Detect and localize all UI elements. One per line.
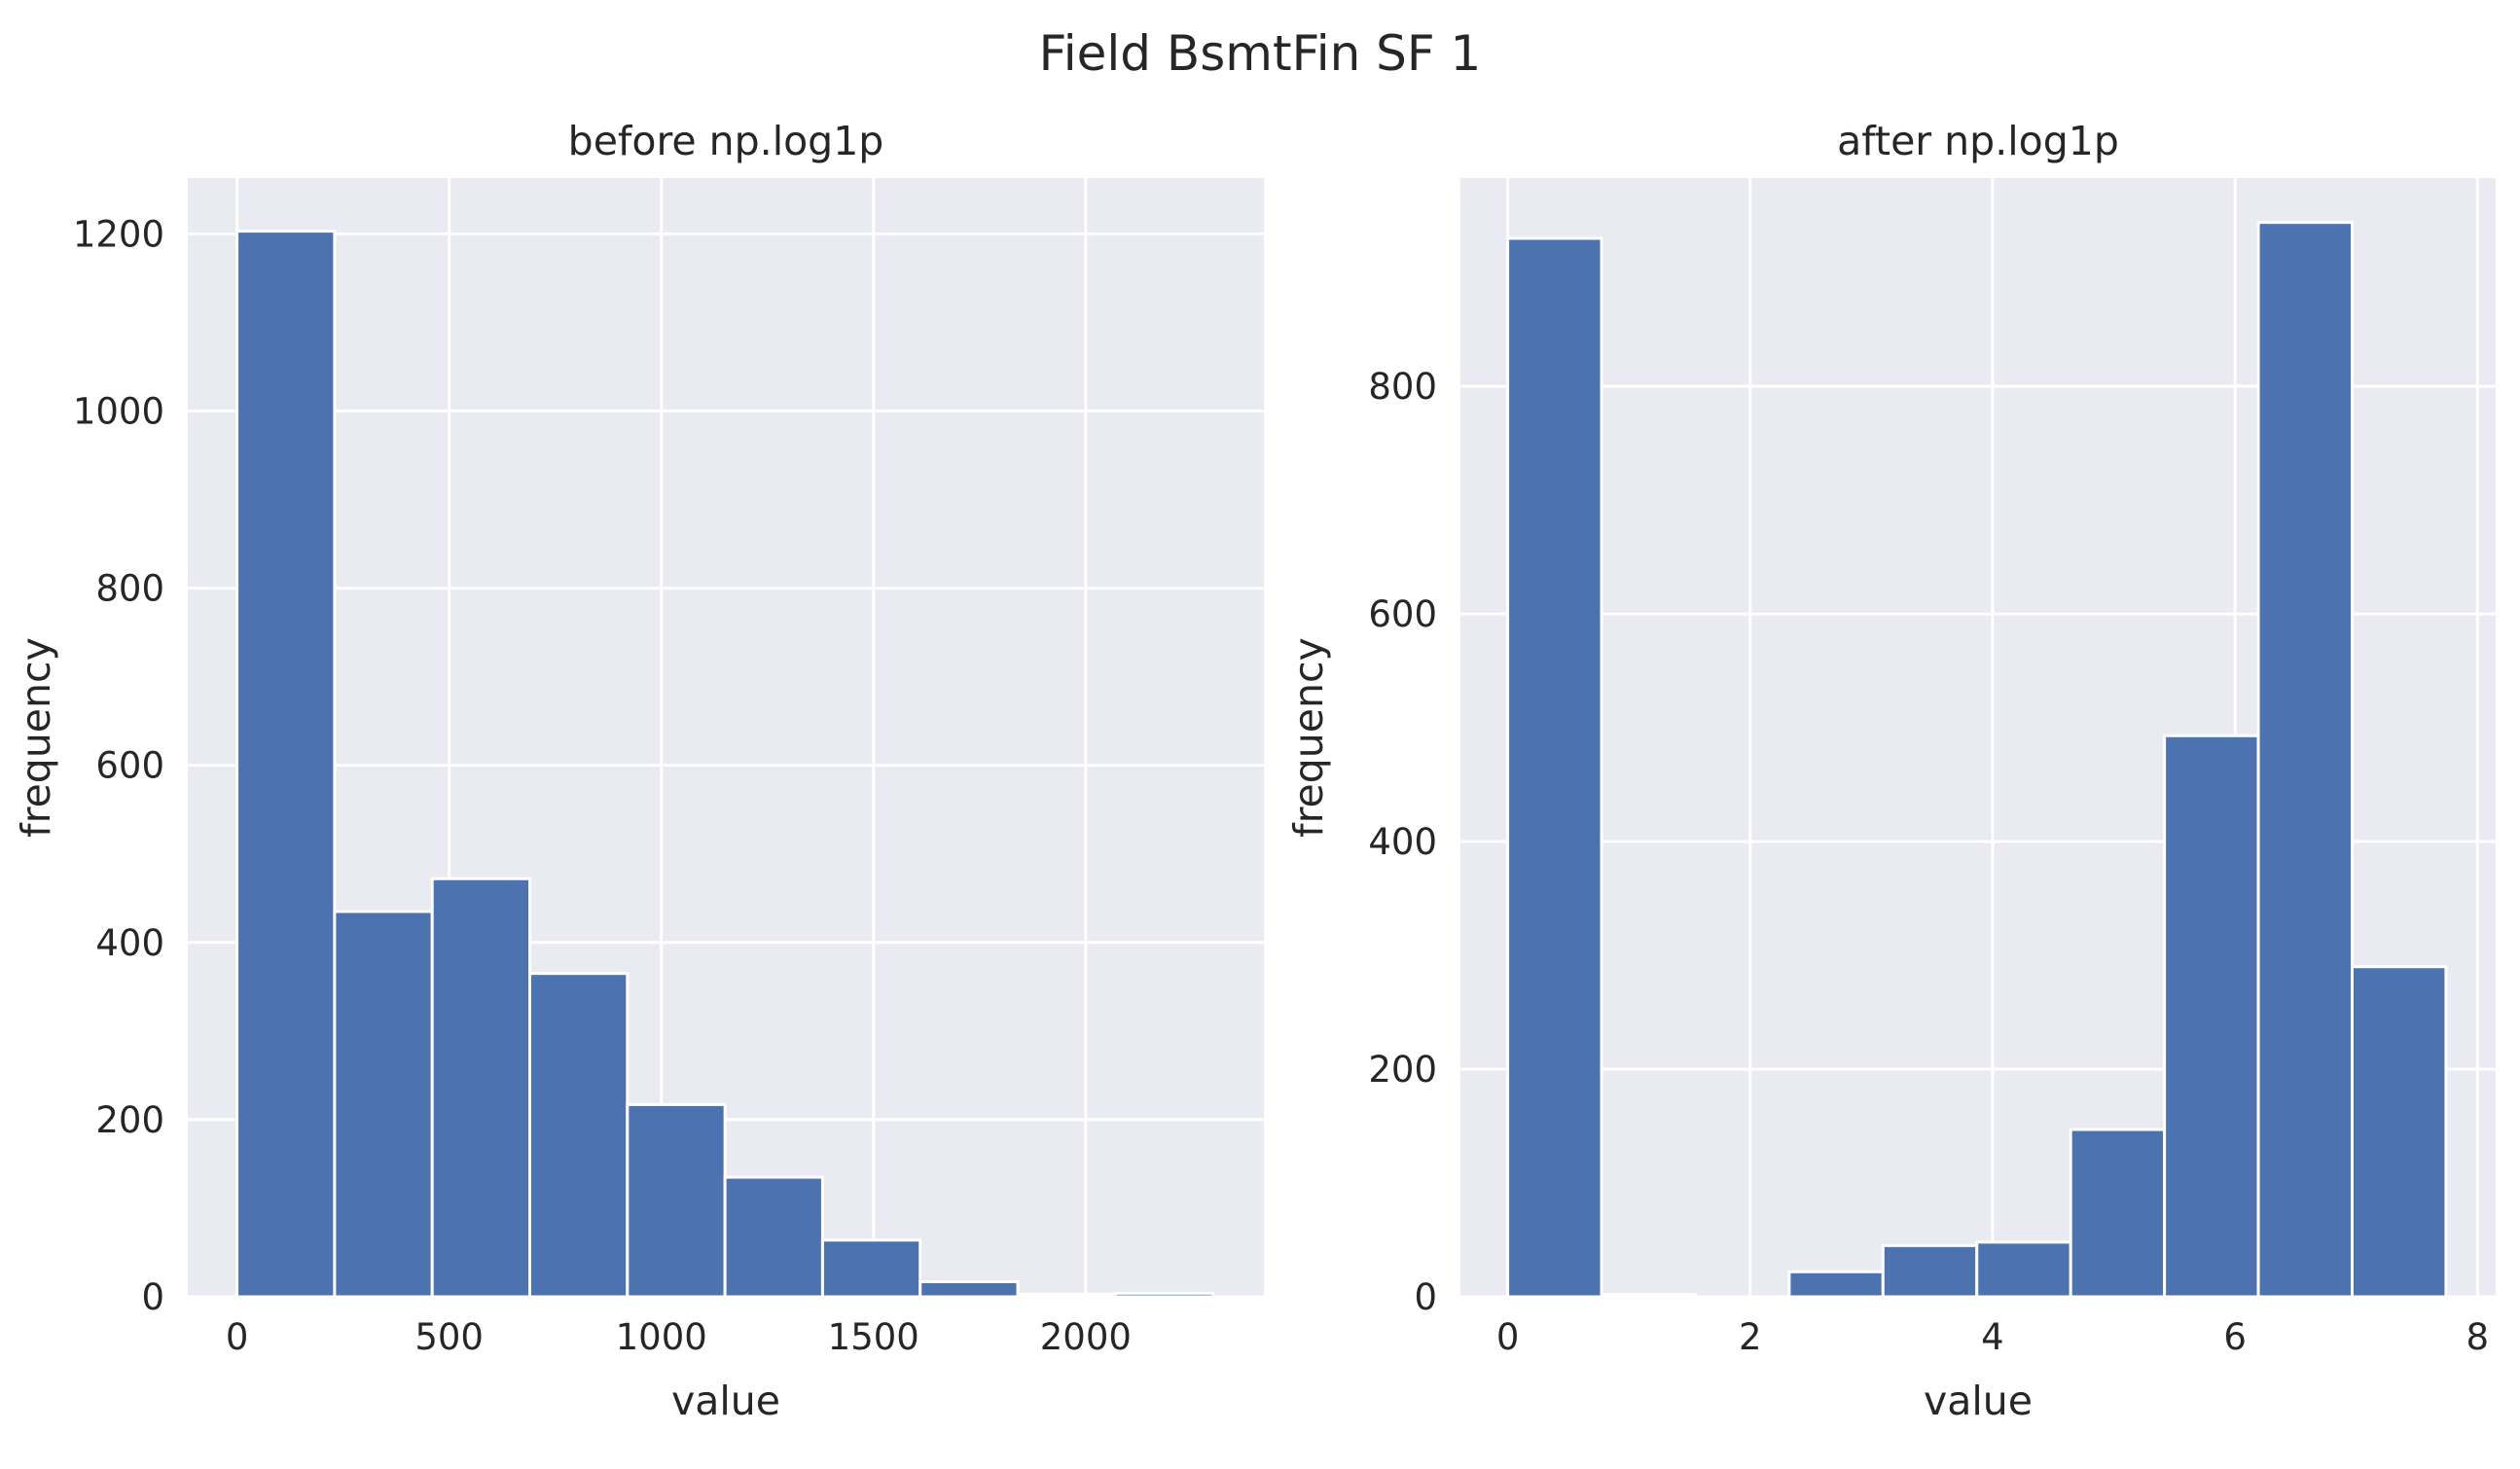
left-x-axis-label: value (671, 1378, 780, 1424)
right-y-tick-label: 200 (1368, 1049, 1437, 1091)
left-histogram-bar (430, 877, 532, 1299)
left-x-tick-label: 500 (414, 1316, 484, 1358)
left-y-tick-label: 600 (95, 745, 164, 787)
right-histogram-axes: 0 2 4 6 8 0 200 400 600 800 after np.log1p value fre… (1285, 118, 2496, 1424)
right-histogram-bar (2163, 734, 2260, 1299)
left-histogram-bar (1016, 1292, 1117, 1299)
left-histogram-axes: 0 500 1000 1500 2000 0 200 400 600 800 1000 1200 bef… (13, 118, 1264, 1424)
left-y-tick-label: 400 (95, 922, 164, 964)
left-y-axis-label: frequency (13, 637, 59, 838)
left-axes-title: before np.log1p (568, 118, 884, 164)
left-histogram-bar (626, 1102, 727, 1299)
right-histogram-bar (2256, 221, 2354, 1299)
left-histogram-bar (723, 1175, 824, 1299)
right-histogram-bar (1975, 1240, 2072, 1299)
left-x-tick-label: 1000 (616, 1316, 707, 1358)
right-x-tick-label: 2 (1739, 1316, 1762, 1358)
left-histogram-bar (1113, 1291, 1215, 1299)
right-axes-title: after np.log1p (1837, 118, 2119, 164)
left-histogram-bar (235, 230, 337, 1299)
right-y-tick-label: 800 (1368, 366, 1437, 408)
left-x-tick-label: 1500 (828, 1316, 919, 1358)
left-y-tick-label: 200 (95, 1099, 164, 1141)
right-y-tick-label: 400 (1368, 821, 1437, 863)
right-histogram-bar (1787, 1270, 1885, 1299)
left-y-tick-label: 1000 (73, 390, 164, 432)
right-histogram-bar (1506, 236, 1603, 1299)
right-histogram-bar (2350, 965, 2448, 1299)
right-y-tick-label: 0 (1414, 1276, 1437, 1318)
left-x-tick-label: 0 (226, 1316, 249, 1358)
left-y-tick-label: 800 (95, 568, 164, 610)
left-x-tick-label: 2000 (1040, 1316, 1132, 1358)
right-x-axis-label: value (1924, 1378, 2033, 1424)
left-histogram-bar (820, 1238, 922, 1299)
left-y-tick-label: 1200 (73, 213, 164, 255)
left-histogram-bar (528, 972, 630, 1299)
left-y-tick-label: 0 (141, 1276, 164, 1318)
left-histogram-bar (918, 1280, 1020, 1299)
right-y-axis-label: frequency (1285, 637, 1332, 838)
right-x-tick-label: 4 (1981, 1316, 2004, 1358)
right-y-tick-label: 600 (1368, 593, 1437, 635)
figure-title: Field BsmtFin SF 1 (1039, 25, 1482, 82)
right-x-tick-label: 8 (2466, 1316, 2490, 1358)
right-histogram-bar (1881, 1243, 1979, 1299)
right-x-tick-label: 0 (1496, 1316, 1520, 1358)
right-histogram-bar (1600, 1293, 1697, 1299)
left-histogram-bar (333, 910, 434, 1299)
right-x-tick-label: 6 (2223, 1316, 2247, 1358)
right-histogram-bar (2069, 1128, 2167, 1299)
